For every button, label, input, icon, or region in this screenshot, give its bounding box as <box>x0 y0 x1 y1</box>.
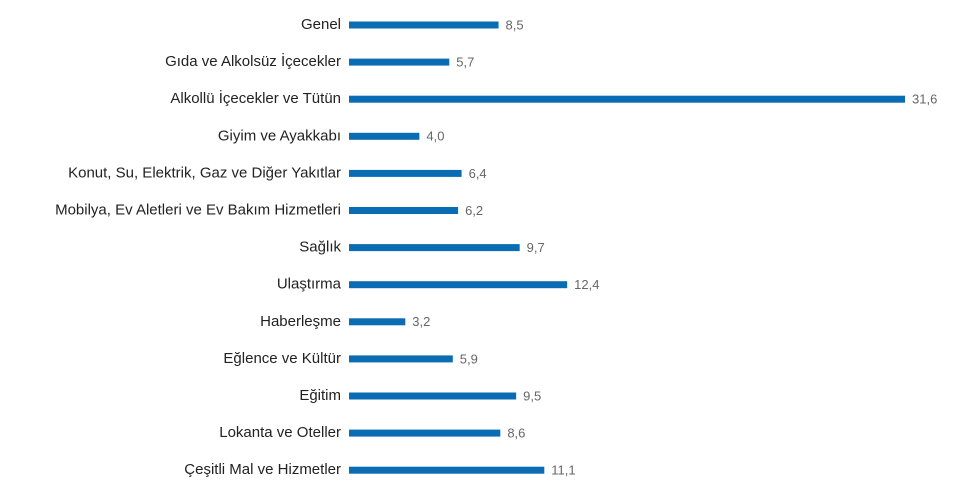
bar <box>349 21 499 29</box>
category-label: Genel <box>301 16 341 33</box>
category-label: Sağlık <box>299 239 341 256</box>
value-label: 31,6 <box>912 92 937 107</box>
bar <box>349 132 420 140</box>
category-label: Gıda ve Alkolsüz İçecekler <box>165 52 341 70</box>
category-label: Eğlence ve Kültür <box>223 350 341 367</box>
bar <box>349 466 545 474</box>
value-label: 3,2 <box>412 314 430 329</box>
value-label: 4,0 <box>426 129 444 144</box>
bar <box>349 95 905 103</box>
bar <box>349 281 568 289</box>
category-label: Eğitim <box>299 387 341 404</box>
category-label: Giyim ve Ayakkabı <box>218 127 341 144</box>
value-label: 8,5 <box>506 17 524 32</box>
bar <box>349 244 520 252</box>
value-label: 8,6 <box>507 426 525 441</box>
bar <box>349 169 462 177</box>
bar <box>349 429 501 437</box>
category-label: Alkollü İçecekler ve Tütün <box>170 89 341 107</box>
category-label: Konut, Su, Elektrik, Gaz ve Diğer Yakıtl… <box>68 164 341 181</box>
bar <box>349 207 459 214</box>
bar <box>349 355 453 363</box>
value-label: 9,5 <box>523 388 541 403</box>
value-label: 5,9 <box>460 351 478 366</box>
value-label: 11,1 <box>551 463 575 478</box>
value-label: 12,4 <box>574 277 599 292</box>
bar <box>349 392 517 400</box>
value-label: 6,2 <box>465 203 483 218</box>
category-label: Çeşitli Mal ve Hizmetler <box>184 461 341 478</box>
value-label: 6,4 <box>469 166 487 181</box>
category-label: Mobilya, Ev Aletleri ve Ev Bakım Hizmetl… <box>55 201 341 218</box>
category-label: Ulaştırma <box>277 276 342 293</box>
category-label: Haberleşme <box>260 313 341 330</box>
bar <box>349 58 450 66</box>
value-label: 9,7 <box>527 240 545 255</box>
category-label: Lokanta ve Oteller <box>219 424 341 441</box>
bar <box>349 318 406 326</box>
value-label: 5,7 <box>456 55 474 70</box>
